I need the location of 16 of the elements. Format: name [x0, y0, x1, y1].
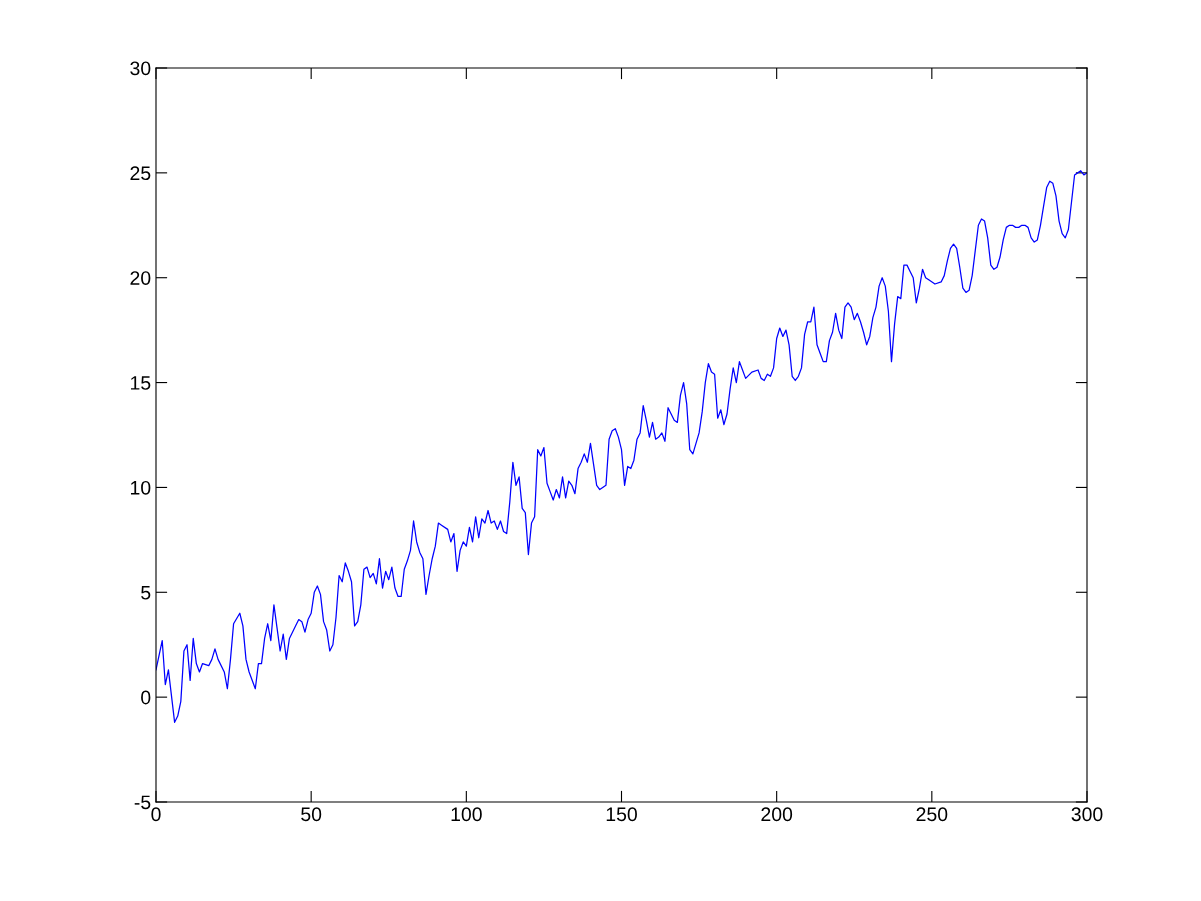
- x-tick-label: 100: [451, 807, 482, 822]
- x-tick-label: 200: [761, 807, 793, 822]
- y-tick-label: 0: [141, 690, 151, 705]
- y-tick-label: 20: [130, 271, 151, 285]
- y-tick-label: 10: [131, 480, 151, 495]
- line-series: [156, 170, 1087, 723]
- y-tick-label: -5: [134, 795, 151, 810]
- y-tick-label: 25: [130, 166, 151, 181]
- y-tick-label: 5: [141, 585, 151, 600]
- x-tick-label: 0: [151, 807, 161, 822]
- x-tick-label: 50: [301, 807, 322, 822]
- y-tick-label: 15: [131, 376, 151, 390]
- y-tick-label: 30: [130, 61, 151, 76]
- x-tick-label: 150: [606, 807, 637, 822]
- x-tick-label: 300: [1071, 807, 1103, 822]
- x-tick-label: 250: [916, 807, 948, 822]
